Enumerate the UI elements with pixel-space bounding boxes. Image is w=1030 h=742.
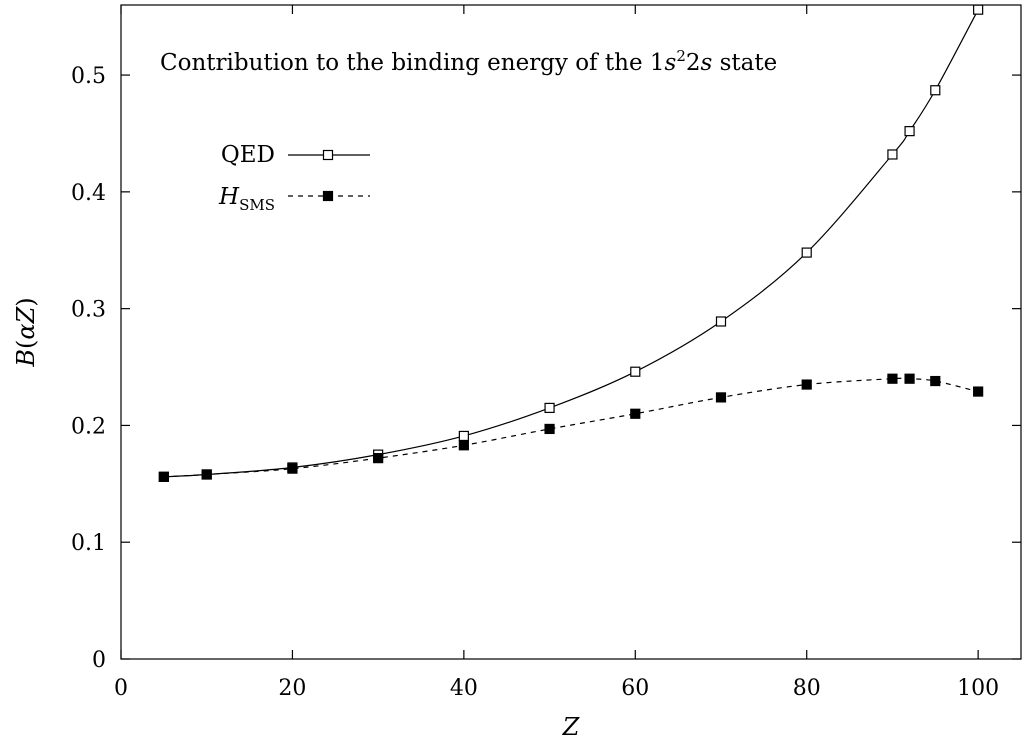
y-tick-label: 0.2 xyxy=(71,414,106,439)
data-point-hsms xyxy=(904,373,915,384)
y-tick-label: 0.4 xyxy=(71,181,106,206)
y-tick-label: 0.3 xyxy=(71,298,106,323)
data-point-qed xyxy=(801,247,812,258)
plot-frame xyxy=(120,4,1022,660)
data-point-qed xyxy=(904,126,915,137)
data-point-hsms xyxy=(201,469,212,480)
data-point-hsms xyxy=(801,379,812,390)
chart-title: Contribution to the binding energy of th… xyxy=(160,47,777,76)
series-hsms xyxy=(158,373,984,482)
x-tick-label: 80 xyxy=(793,676,821,701)
axis-tick-labels: 0 20 40 60 80 100 0 0.1 0.2 0.3 0.4 0.5 xyxy=(71,64,999,701)
data-point-hsms xyxy=(630,408,641,419)
data-point-hsms xyxy=(930,375,941,387)
data-point-qed xyxy=(715,316,727,327)
data-point-qed xyxy=(544,402,555,414)
x-tick-label: 20 xyxy=(278,676,306,701)
data-point-hsms xyxy=(973,386,984,397)
legend-label-qed: QED xyxy=(221,142,275,168)
data-point-hsms xyxy=(158,471,169,482)
legend-label-hsms: HSMS xyxy=(218,184,275,214)
data-point-hsms xyxy=(715,392,727,403)
x-tick-label: 100 xyxy=(957,676,999,701)
data-point-hsms xyxy=(287,463,298,474)
x-tick-label: 0 xyxy=(114,676,128,701)
data-point-hsms xyxy=(544,423,555,435)
x-tick-label: 60 xyxy=(621,676,649,701)
y-tick-label: 0.5 xyxy=(71,64,106,89)
data-point-qed xyxy=(458,430,469,442)
x-tick-label: 40 xyxy=(450,676,478,701)
data-point-qed xyxy=(887,149,898,160)
series-layer xyxy=(158,4,984,482)
x-axis-label: Z xyxy=(562,713,581,741)
data-point-qed xyxy=(973,4,984,15)
data-point-qed xyxy=(930,85,941,96)
data-point-hsms xyxy=(887,373,898,384)
series-line-qed xyxy=(163,9,979,478)
legend: QED HSMS xyxy=(218,142,370,214)
y-axis-label: B(αZ) xyxy=(12,297,40,367)
series-qed xyxy=(158,4,984,482)
legend-marker-hsms xyxy=(322,190,334,202)
legend-marker-qed xyxy=(322,149,334,161)
data-point-hsms xyxy=(458,440,469,451)
axis-ticks xyxy=(120,5,1021,660)
data-point-qed xyxy=(630,366,641,377)
data-point-hsms xyxy=(373,453,384,464)
y-tick-label: 0.1 xyxy=(71,531,106,556)
series-line-hsms xyxy=(163,377,979,478)
y-tick-label: 0 xyxy=(92,648,106,673)
